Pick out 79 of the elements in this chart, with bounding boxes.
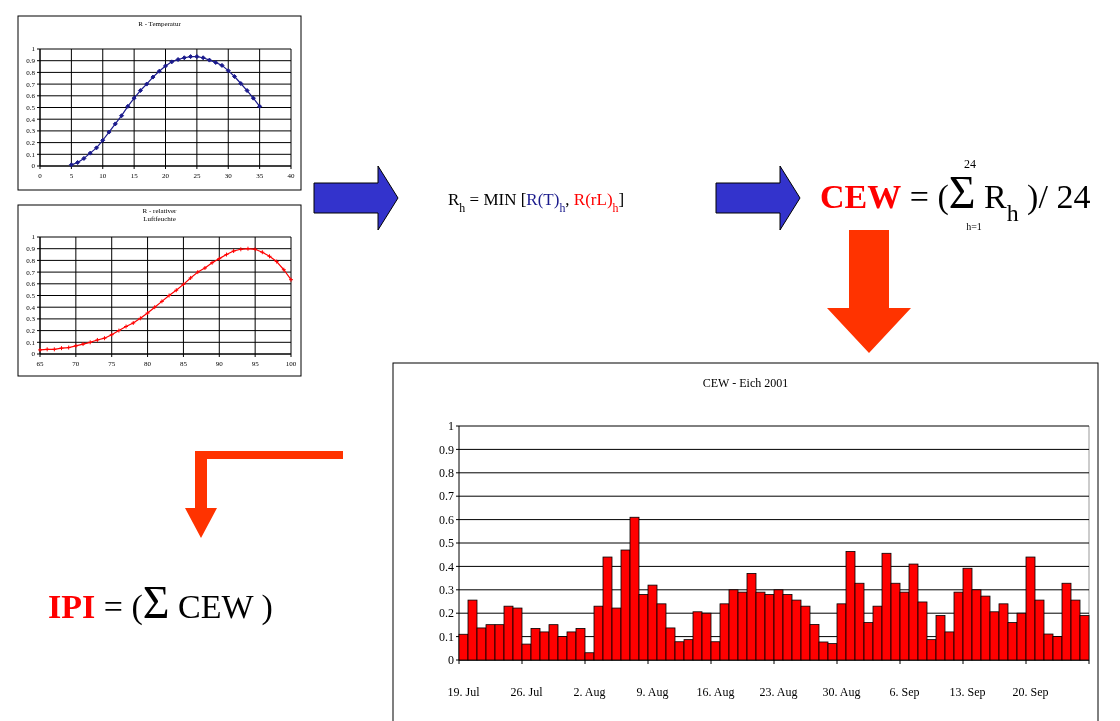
point <box>94 337 100 343</box>
x-tick-label: 19. Jul <box>447 685 481 699</box>
point <box>130 320 136 326</box>
point <box>116 328 122 334</box>
x-tick-label: 2. Aug <box>573 685 606 699</box>
y-tick-label: 0.8 <box>439 466 454 480</box>
point <box>93 145 99 151</box>
point <box>159 298 165 304</box>
point <box>194 54 200 60</box>
point <box>232 74 238 79</box>
point <box>181 55 187 61</box>
point <box>112 121 118 127</box>
x-tick-label: 16. Aug <box>696 685 735 699</box>
x-tick-label: 9. Aug <box>636 685 669 699</box>
point <box>131 95 137 101</box>
y-tick-label: 0 <box>448 653 454 668</box>
point <box>137 88 143 94</box>
point <box>175 57 181 63</box>
chart-title: CEW - Eich 2001 <box>701 376 790 391</box>
x-tick-label: 30. Aug <box>822 685 861 699</box>
point <box>209 260 215 266</box>
y-tick-label: 0.7 <box>439 489 454 504</box>
point <box>250 95 256 101</box>
point <box>119 113 125 119</box>
point <box>252 246 258 252</box>
point <box>213 59 219 65</box>
point <box>195 269 201 275</box>
y-tick-label: 0.3 <box>439 583 454 597</box>
point <box>145 310 151 316</box>
x-tick-label: 20. Sep <box>1012 685 1049 699</box>
y-tick-label: 0.2 <box>439 606 454 621</box>
text: ] <box>618 190 625 209</box>
text: Σ <box>142 577 170 628</box>
y-tick-label: 0.5 <box>439 536 454 551</box>
point <box>123 324 129 330</box>
text: R$_{h}$ = MIN [ <box>448 190 527 215</box>
y-tick-label: 0.1 <box>439 629 454 644</box>
y-tick-label: 0.4 <box>439 559 454 574</box>
text: = ( <box>901 178 949 216</box>
point <box>80 341 86 347</box>
point <box>202 265 208 271</box>
point <box>73 343 79 349</box>
point <box>257 103 263 109</box>
x-tick-label: 26. Jul <box>510 685 544 699</box>
text: IPI <box>48 588 96 625</box>
point <box>87 150 93 156</box>
point <box>231 248 237 254</box>
point <box>100 137 106 143</box>
point <box>200 55 206 61</box>
text: R(rL)$_{h}$ <box>573 190 619 215</box>
point <box>106 129 112 135</box>
point <box>188 54 194 60</box>
text: = ( <box>95 588 143 626</box>
x-tick-label: 13. Sep <box>949 685 986 699</box>
point <box>245 246 251 252</box>
point <box>156 68 162 74</box>
point <box>219 62 225 68</box>
point <box>206 57 212 63</box>
point <box>169 59 175 65</box>
x-tick-label: 23. Aug <box>759 685 798 699</box>
point <box>125 103 131 109</box>
text: , <box>565 190 574 209</box>
y-tick-label: 0.6 <box>439 512 454 527</box>
point <box>166 293 172 298</box>
point <box>244 88 250 94</box>
text: R(T)$_{h}$ <box>526 190 566 215</box>
y-tick-label: 0.9 <box>439 442 454 457</box>
y-tick-label: 1 <box>448 419 454 434</box>
point <box>144 81 150 87</box>
text: CEW <box>820 178 902 215</box>
text: CEW ) <box>169 588 273 626</box>
point <box>163 63 168 69</box>
point <box>75 159 81 165</box>
x-tick-label: 6. Sep <box>889 685 920 699</box>
point <box>225 68 231 74</box>
point <box>150 74 156 80</box>
point <box>188 275 194 281</box>
point <box>238 81 244 87</box>
point <box>81 155 87 161</box>
